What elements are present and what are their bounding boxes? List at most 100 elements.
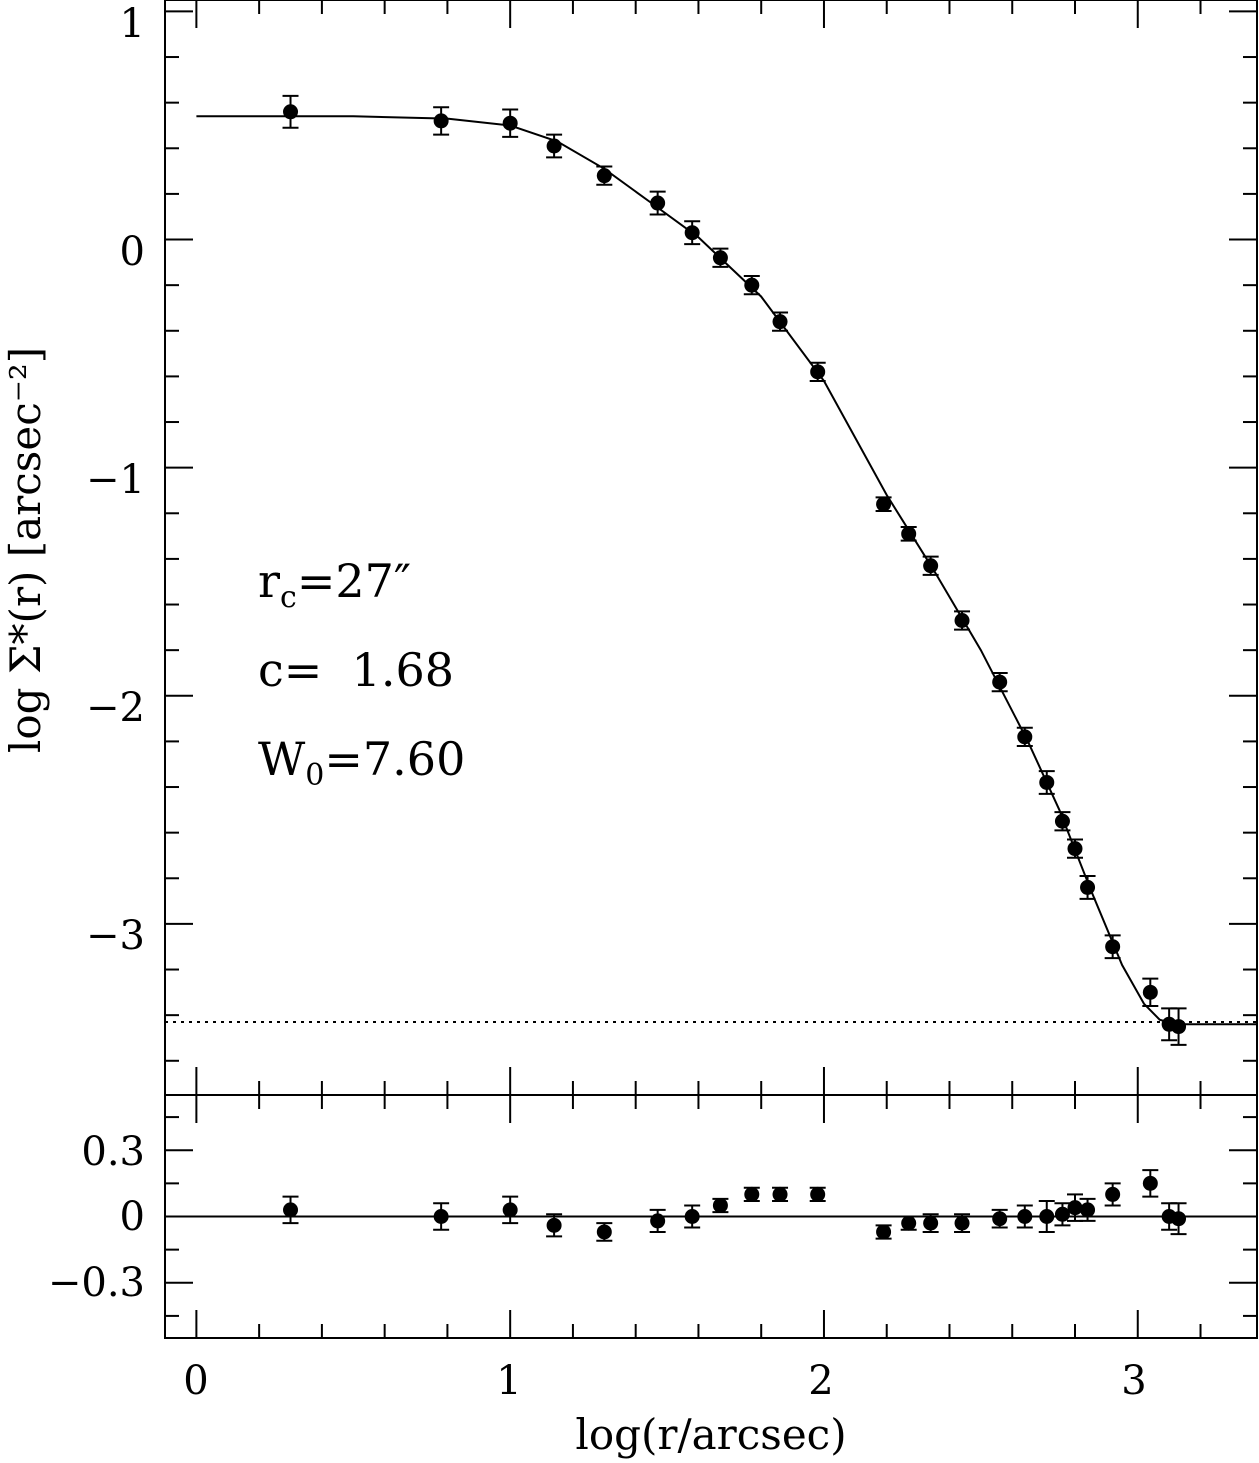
upper-y-tick-label-1: 1 bbox=[120, 1, 145, 47]
lower-panel: 0.3 0 −0.3 0 1 2 3 log(r/arcsec) bbox=[48, 1094, 1258, 1459]
residual-points bbox=[282, 1169, 1187, 1242]
rc-subscript: c bbox=[280, 580, 297, 615]
lower-x-ticks bbox=[195, 1095, 1202, 1338]
data-marker bbox=[1080, 1202, 1096, 1218]
data-marker bbox=[992, 674, 1008, 690]
profile-point bbox=[991, 671, 1008, 693]
w0-annotation: W0=7.60 bbox=[258, 732, 465, 793]
residual-point bbox=[282, 1195, 299, 1225]
data-marker bbox=[1067, 841, 1083, 857]
data-marker bbox=[1105, 939, 1121, 955]
x-tick-label-1: 1 bbox=[496, 1358, 521, 1404]
upper-y-ticks bbox=[165, 10, 1257, 1062]
rc-symbol: r bbox=[258, 554, 280, 608]
data-marker bbox=[502, 1202, 518, 1218]
profile-point bbox=[649, 190, 666, 216]
residual-point bbox=[954, 1213, 971, 1233]
profile-point bbox=[1079, 875, 1096, 900]
data-marker bbox=[1080, 879, 1096, 895]
data-marker bbox=[684, 1209, 700, 1224]
data-marker bbox=[1017, 729, 1033, 745]
profile-point bbox=[596, 165, 613, 186]
king-model-curve bbox=[196, 115, 1257, 1026]
data-marker bbox=[954, 1215, 970, 1231]
profile-point bbox=[743, 275, 760, 296]
upper-y-tick-label-0: 0 bbox=[120, 229, 145, 275]
data-marker bbox=[772, 314, 788, 330]
residual-point bbox=[596, 1222, 613, 1242]
profile-point bbox=[1067, 838, 1083, 859]
residual-point bbox=[743, 1186, 760, 1203]
data-marker bbox=[1105, 1186, 1121, 1202]
data-marker bbox=[923, 558, 939, 574]
data-marker bbox=[1171, 1019, 1187, 1035]
data-marker bbox=[650, 195, 666, 211]
residual-point bbox=[1170, 1202, 1187, 1236]
residual-point bbox=[1079, 1197, 1096, 1222]
data-marker bbox=[712, 250, 728, 266]
residual-point bbox=[772, 1186, 789, 1203]
profile-point bbox=[922, 555, 939, 576]
residual-point bbox=[1038, 1200, 1055, 1233]
data-marker bbox=[1142, 984, 1158, 1000]
profile-point bbox=[684, 220, 701, 246]
upper-x-ticks bbox=[195, 0, 1202, 1095]
residual-point bbox=[1142, 1169, 1159, 1198]
residual-point bbox=[433, 1202, 450, 1231]
data-marker bbox=[954, 613, 970, 628]
data-marker bbox=[433, 113, 449, 129]
residual-point bbox=[649, 1208, 666, 1233]
profile-point bbox=[772, 311, 789, 332]
data-marker bbox=[992, 1211, 1008, 1227]
data-marker bbox=[502, 115, 518, 131]
data-marker bbox=[1142, 1175, 1158, 1191]
data-marker bbox=[810, 364, 826, 380]
data-marker bbox=[1017, 1209, 1033, 1224]
profile-point bbox=[282, 94, 299, 129]
data-marker bbox=[876, 1224, 892, 1240]
upper-panel: 1 0 −1 −2 −3 log Σ*(r) [arcsec⁻²] rc=27″… bbox=[1, 0, 1258, 1096]
residual-point bbox=[1067, 1193, 1083, 1222]
lower-y-tick-label-0p3: 0.3 bbox=[81, 1129, 145, 1175]
data-marker bbox=[744, 277, 760, 293]
residual-point bbox=[991, 1208, 1008, 1229]
profile-point bbox=[1104, 934, 1121, 960]
data-marker bbox=[283, 1202, 299, 1218]
profile-point bbox=[1142, 977, 1159, 1008]
residual-point bbox=[1104, 1182, 1121, 1207]
profile-point bbox=[546, 133, 563, 159]
lower-y-ticks bbox=[165, 1116, 1257, 1317]
data-marker bbox=[650, 1213, 666, 1229]
data-marker bbox=[1054, 813, 1070, 829]
profile-point bbox=[900, 525, 917, 542]
profile-point bbox=[1016, 726, 1033, 747]
profile-point bbox=[1038, 770, 1055, 795]
residual-point bbox=[1016, 1204, 1033, 1229]
profile-point bbox=[433, 106, 450, 136]
data-marker bbox=[810, 1186, 826, 1202]
fit-parameters: rc=27″ c= 1.68 W0=7.60 bbox=[258, 554, 465, 793]
lower-y-tick-label-m0p3: −0.3 bbox=[48, 1260, 145, 1306]
residual-point bbox=[684, 1204, 701, 1229]
lower-y-tick-label-0: 0 bbox=[120, 1194, 145, 1240]
residual-point bbox=[1054, 1202, 1071, 1227]
profile-point bbox=[809, 361, 826, 382]
concentration-annotation: c= 1.68 bbox=[258, 643, 454, 697]
x-tick-label-3: 3 bbox=[1121, 1358, 1146, 1404]
profile-point bbox=[502, 108, 519, 138]
data-marker bbox=[923, 1215, 939, 1231]
w0-subscript: 0 bbox=[305, 758, 324, 793]
residual-point bbox=[809, 1186, 826, 1203]
x-tick-label-0: 0 bbox=[183, 1358, 208, 1404]
data-marker bbox=[712, 1197, 728, 1213]
data-marker bbox=[596, 1224, 612, 1240]
upper-y-tick-label-m2: −2 bbox=[86, 685, 145, 731]
w0-symbol: W bbox=[258, 732, 306, 786]
data-marker bbox=[772, 1186, 788, 1202]
data-marker bbox=[901, 1215, 917, 1231]
residual-point bbox=[712, 1197, 729, 1214]
residual-point bbox=[875, 1224, 892, 1240]
rc-annotation: rc=27″ bbox=[258, 554, 411, 615]
profile-point bbox=[712, 247, 729, 268]
